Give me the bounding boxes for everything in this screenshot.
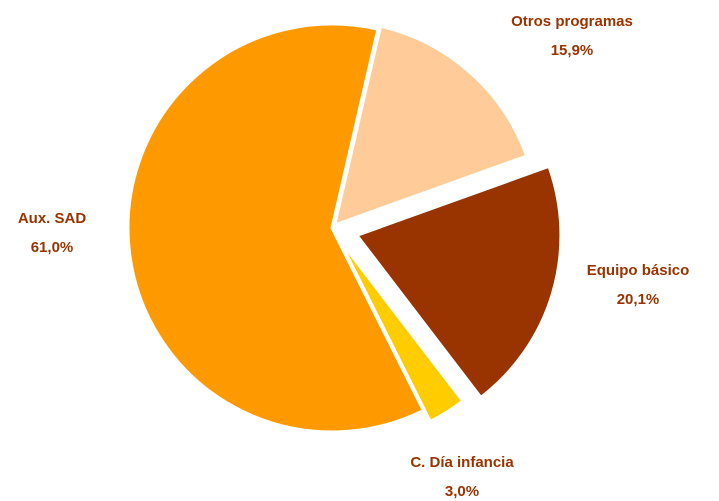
slice-value-label: 61,0%	[31, 239, 74, 256]
slice-label: Otros programas	[511, 13, 633, 30]
pie-slice	[337, 238, 465, 424]
slice-label: Equipo básico	[587, 262, 690, 279]
pie-slice	[354, 164, 563, 400]
pie-slice	[126, 22, 426, 434]
pie-slice	[332, 24, 529, 228]
slice-label: C. Día infancia	[410, 454, 514, 471]
slice-value-label: 3,0%	[445, 483, 479, 500]
slice-label: Aux. SAD	[18, 210, 87, 227]
slice-value-label: 15,9%	[551, 42, 594, 59]
slice-value-label: 20,1%	[617, 291, 660, 308]
